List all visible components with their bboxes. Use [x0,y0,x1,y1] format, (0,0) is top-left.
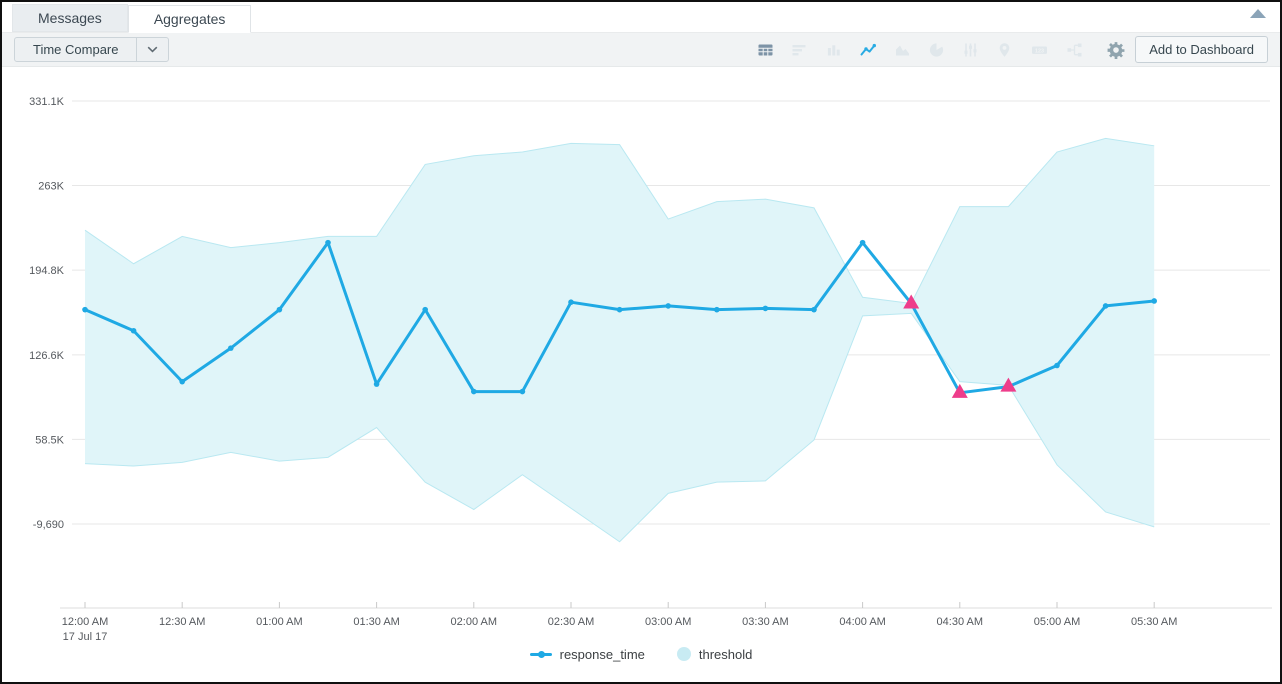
legend-item-threshold[interactable]: threshold [676,646,753,662]
tab-messages-label: Messages [38,10,102,26]
flow-icon [1067,43,1082,56]
svg-text:03:30 AM: 03:30 AM [742,616,788,628]
response-time-line-swatch-icon [529,650,552,658]
tab-bar: Messages Aggregates [2,2,1280,33]
svg-text:123: 123 [1035,48,1044,54]
collapse-up-arrow-icon [1250,9,1266,18]
chart-type-map-button[interactable] [994,40,1015,60]
legend-threshold-label: threshold [698,646,753,662]
svg-text:58.5K: 58.5K [35,434,64,446]
svg-text:05:00 AM: 05:00 AM [1034,616,1080,628]
time-compare-button[interactable]: Time Compare [15,38,136,61]
svg-text:05:30 AM: 05:30 AM [1131,616,1177,628]
svg-text:17 Jul 17: 17 Jul 17 [63,631,108,642]
tab-messages[interactable]: Messages [12,4,128,32]
chart-type-rows-button[interactable] [789,40,810,60]
sliders-icon [964,43,977,56]
chart-type-area-button[interactable] [892,40,913,60]
map-pin-icon [999,42,1010,57]
gear-icon [1107,41,1125,59]
tab-aggregates-label: Aggregates [153,11,226,27]
svg-text:02:30 AM: 02:30 AM [548,616,594,628]
chart-type-sliders-button[interactable] [960,40,981,60]
svg-text:01:30 AM: 01:30 AM [353,616,399,628]
svg-text:04:30 AM: 04:30 AM [937,616,983,628]
table-icon [758,44,773,55]
line-chart-icon [860,43,877,55]
aggregates-chart: 331.1K 263K 194.8K 126.6K 58.5K -9,690 12:00 A… [2,67,1280,666]
legend-response-time-label: response_time [559,646,645,662]
chart-type-switcher: 123 [755,40,1085,60]
svg-text:01:00 AM: 01:00 AM [256,616,302,628]
chart-legend: response_time threshold [2,642,1280,666]
svg-text:331.1K: 331.1K [29,96,65,108]
response-time-dot-icon [537,650,545,658]
chart-type-line-button[interactable] [857,40,879,60]
svg-text:03:00 AM: 03:00 AM [645,616,691,628]
pie-chart-icon [930,42,944,57]
svg-text:263K: 263K [38,181,64,193]
chart-type-numeric-button[interactable]: 123 [1028,40,1051,60]
svg-text:12:00 AM: 12:00 AM [62,616,108,628]
settings-button[interactable] [1105,39,1127,61]
chart-type-pie-button[interactable] [926,40,947,60]
rows-icon [792,44,806,55]
time-series-chart: 331.1K 263K 194.8K 126.6K 58.5K -9,690 12:00 A… [29,96,1272,642]
svg-text:194.8K: 194.8K [29,265,65,277]
chart-type-table-button[interactable] [755,40,776,60]
numeric-display-icon: 123 [1032,46,1048,54]
svg-text:-9,690: -9,690 [33,519,64,531]
threshold-circle-swatch-icon [676,647,691,661]
collapse-panel-button[interactable] [1250,9,1266,18]
time-compare-split-button: Time Compare [14,37,170,62]
chevron-down-icon [148,46,158,53]
svg-text:12:30 AM: 12:30 AM [159,616,205,628]
svg-text:02:00 AM: 02:00 AM [451,616,497,628]
chart-type-column-button[interactable] [823,40,844,60]
area-chart-icon [896,45,910,55]
chart-type-flow-button[interactable] [1064,40,1085,60]
legend-item-response-time[interactable]: response_time [529,646,645,662]
time-compare-dropdown-button[interactable] [136,38,168,61]
chart-toolbar: Time Compare [2,32,1280,67]
tab-aggregates[interactable]: Aggregates [127,5,252,33]
add-to-dashboard-button[interactable]: Add to Dashboard [1135,36,1268,63]
svg-text:04:00 AM: 04:00 AM [839,616,885,628]
column-chart-icon [828,44,840,55]
svg-text:126.6K: 126.6K [29,350,65,362]
